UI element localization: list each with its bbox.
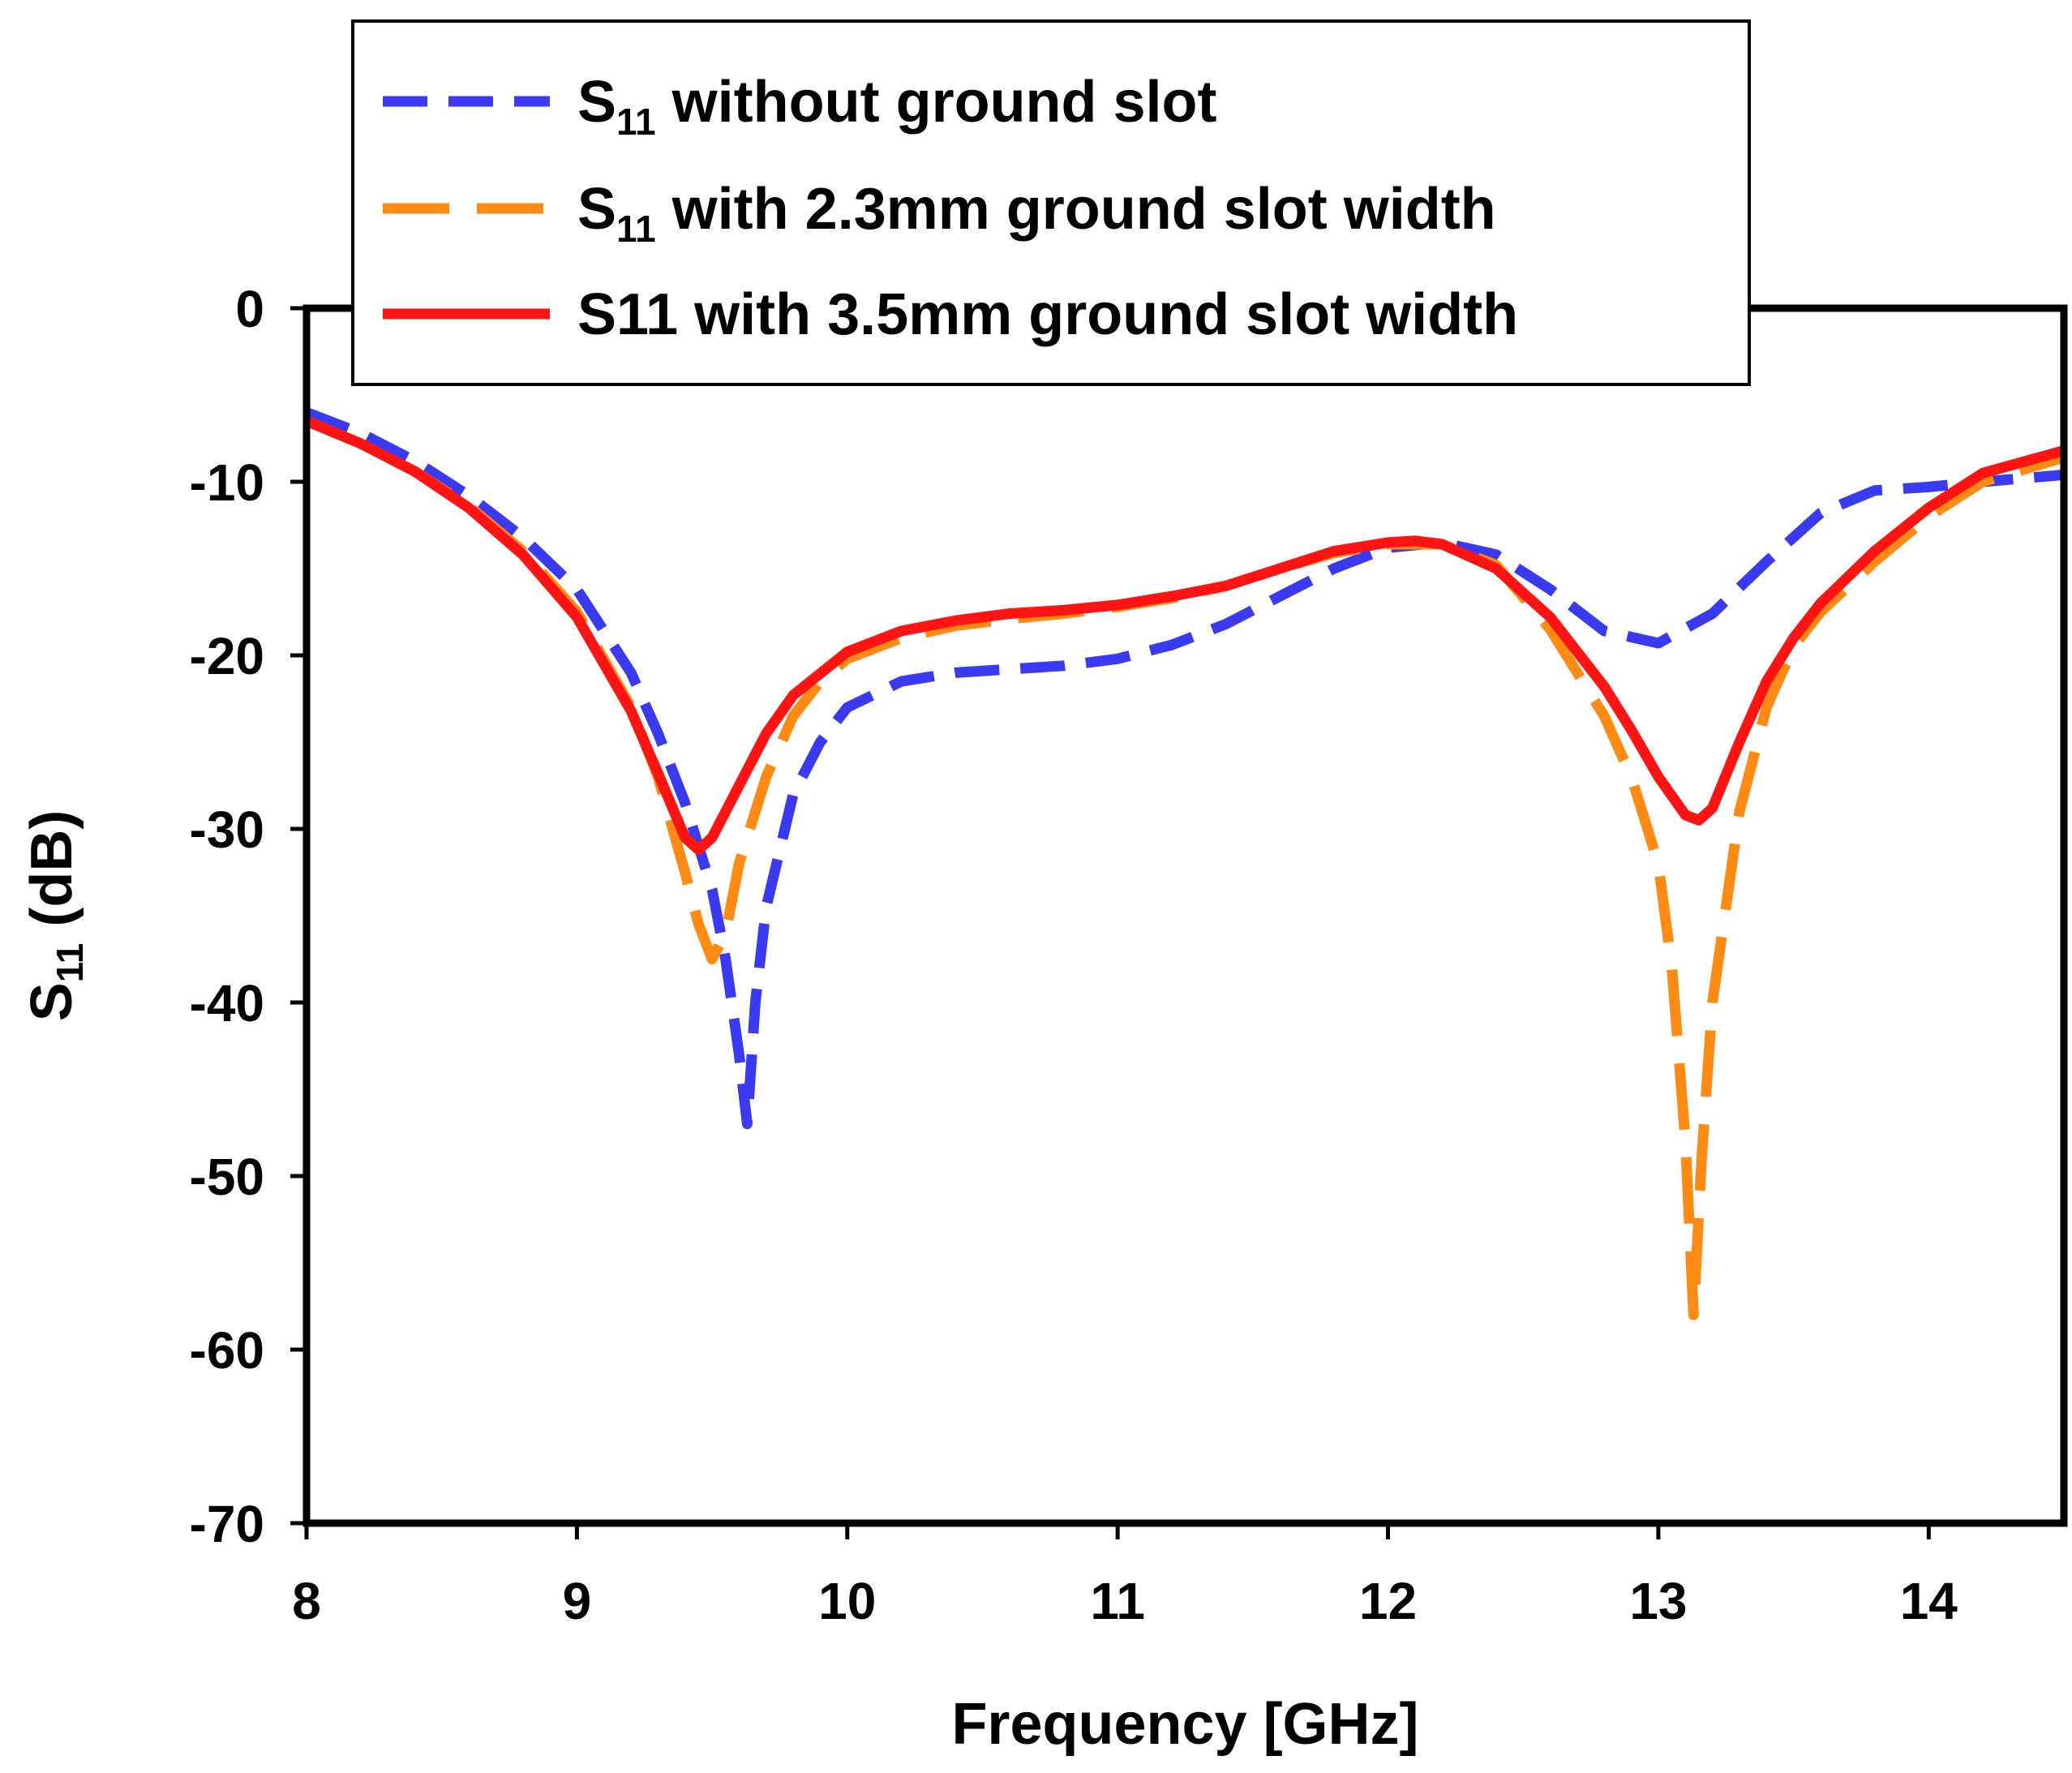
legend-label: S11 with 3.5mm ground slot width (577, 282, 1518, 347)
x-tick-label: 14 (1900, 1572, 1958, 1630)
legend-item-3: S11 with 3.5mm ground slot width (383, 282, 1518, 347)
y-tick-label: -60 (190, 1321, 265, 1380)
series-layer (304, 407, 2066, 1320)
legend-label: S11 with 2.3mm ground slot width (577, 177, 1496, 250)
x-tick-label: 12 (1359, 1572, 1417, 1630)
y-tick-label: -20 (190, 627, 265, 685)
legend-label-sub: 11 (616, 101, 656, 143)
y-tick-label: -50 (190, 1148, 265, 1206)
legend-item-2: S11 with 2.3mm ground slot width (383, 177, 1496, 250)
y-tick-label: -10 (190, 453, 265, 512)
ticks-layer: 8 9 10 11 12 13 14 0 -10 -20 -30 -40 -50 -60 -70 (190, 280, 1958, 1630)
series-line-3 (304, 416, 2066, 856)
legend-label-rest: with 2.3mm ground slot width (656, 177, 1496, 242)
x-tick-label: 10 (818, 1572, 876, 1630)
y-tick-label: -30 (190, 801, 265, 859)
legend-label-rest: without ground slot (656, 70, 1217, 135)
legend-label: S11 without ground slot (577, 70, 1217, 143)
x-tick-label: 9 (563, 1572, 592, 1630)
x-axis-title: Frequency [GHz] (951, 1692, 1418, 1757)
y-tick-label: 0 (235, 280, 264, 338)
plot-frame (302, 304, 2068, 1527)
x-tick-label: 11 (1090, 1572, 1145, 1630)
series-line-2 (304, 416, 2066, 1320)
legend-label-main: S (577, 70, 616, 135)
x-tick-label: 8 (292, 1572, 321, 1630)
legend-item-1: S11 without ground slot (383, 70, 1217, 143)
y-axis-title: S11 (dB) (19, 810, 91, 1022)
y-axis-title-unit: (dB) (19, 810, 84, 943)
legend-label-sub: 11 (616, 208, 656, 250)
legend-label-main: S11 (577, 282, 678, 347)
y-axis-title-main: S (19, 982, 84, 1021)
series-line-1 (304, 407, 2065, 1130)
x-tick-label: 13 (1629, 1572, 1687, 1630)
y-tick-label: -70 (190, 1495, 265, 1553)
legend-label-main: S (577, 177, 616, 242)
legend-label-rest: with 3.5mm ground slot width (678, 282, 1518, 347)
y-tick-label: -40 (190, 974, 265, 1032)
y-axis-title-sub: 11 (49, 943, 91, 983)
legend-box (351, 19, 1751, 386)
